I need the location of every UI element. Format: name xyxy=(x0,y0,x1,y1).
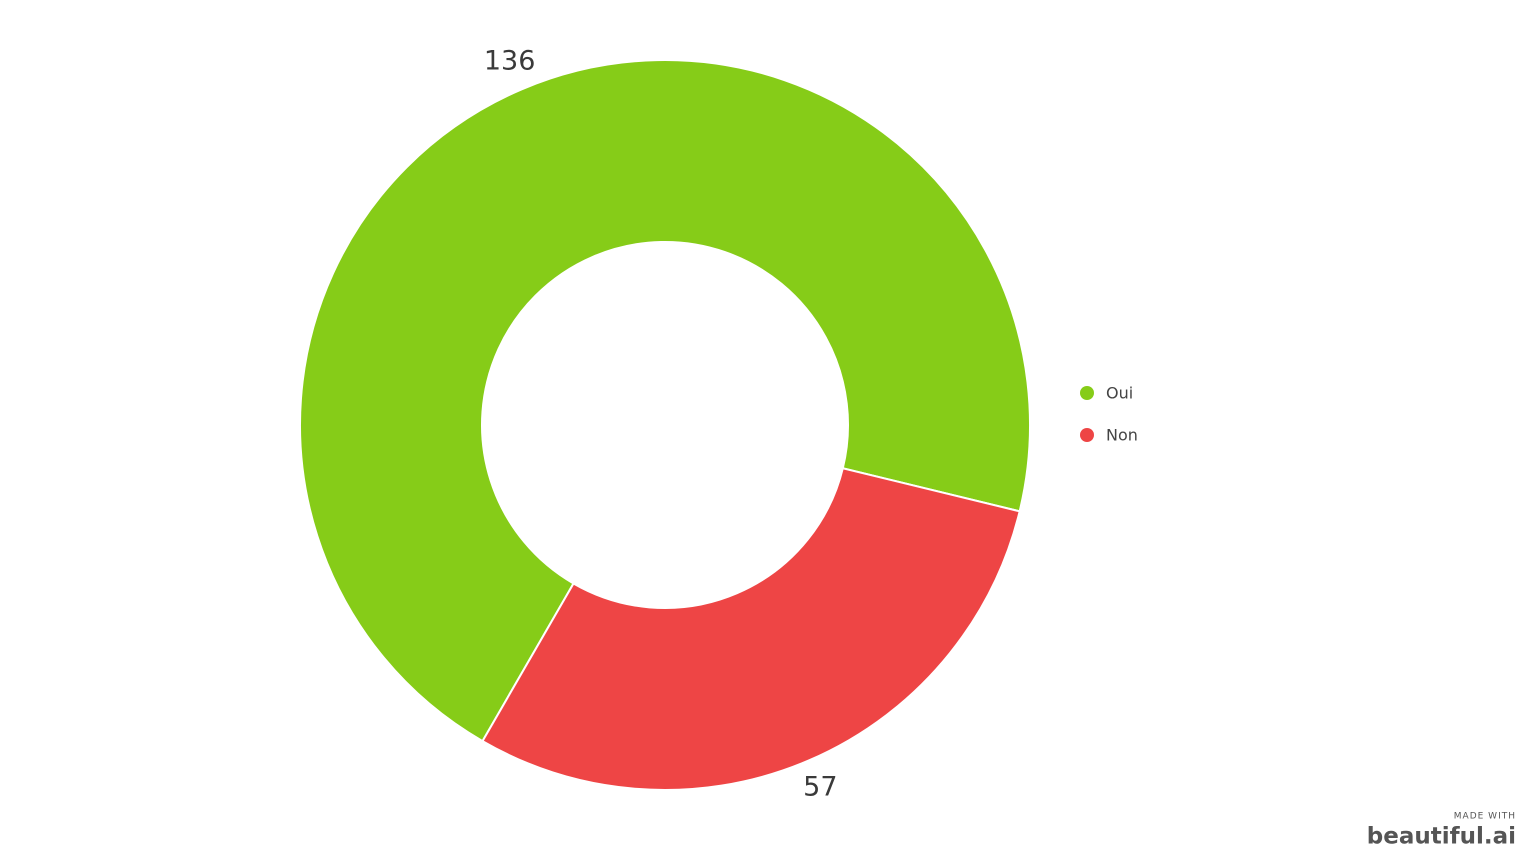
legend-label: Non xyxy=(1106,426,1138,445)
value-label: 136 xyxy=(484,45,536,76)
watermark-brand: beautiful.ai xyxy=(1367,824,1516,850)
legend-swatch xyxy=(1080,428,1094,442)
legend-swatch xyxy=(1080,386,1094,400)
watermark-caption: MADE WITH xyxy=(1454,812,1516,822)
donut-slice xyxy=(481,467,1021,791)
donut-slice xyxy=(299,59,1031,743)
value-label: 57 xyxy=(803,772,837,803)
legend-label: Oui xyxy=(1106,384,1133,403)
